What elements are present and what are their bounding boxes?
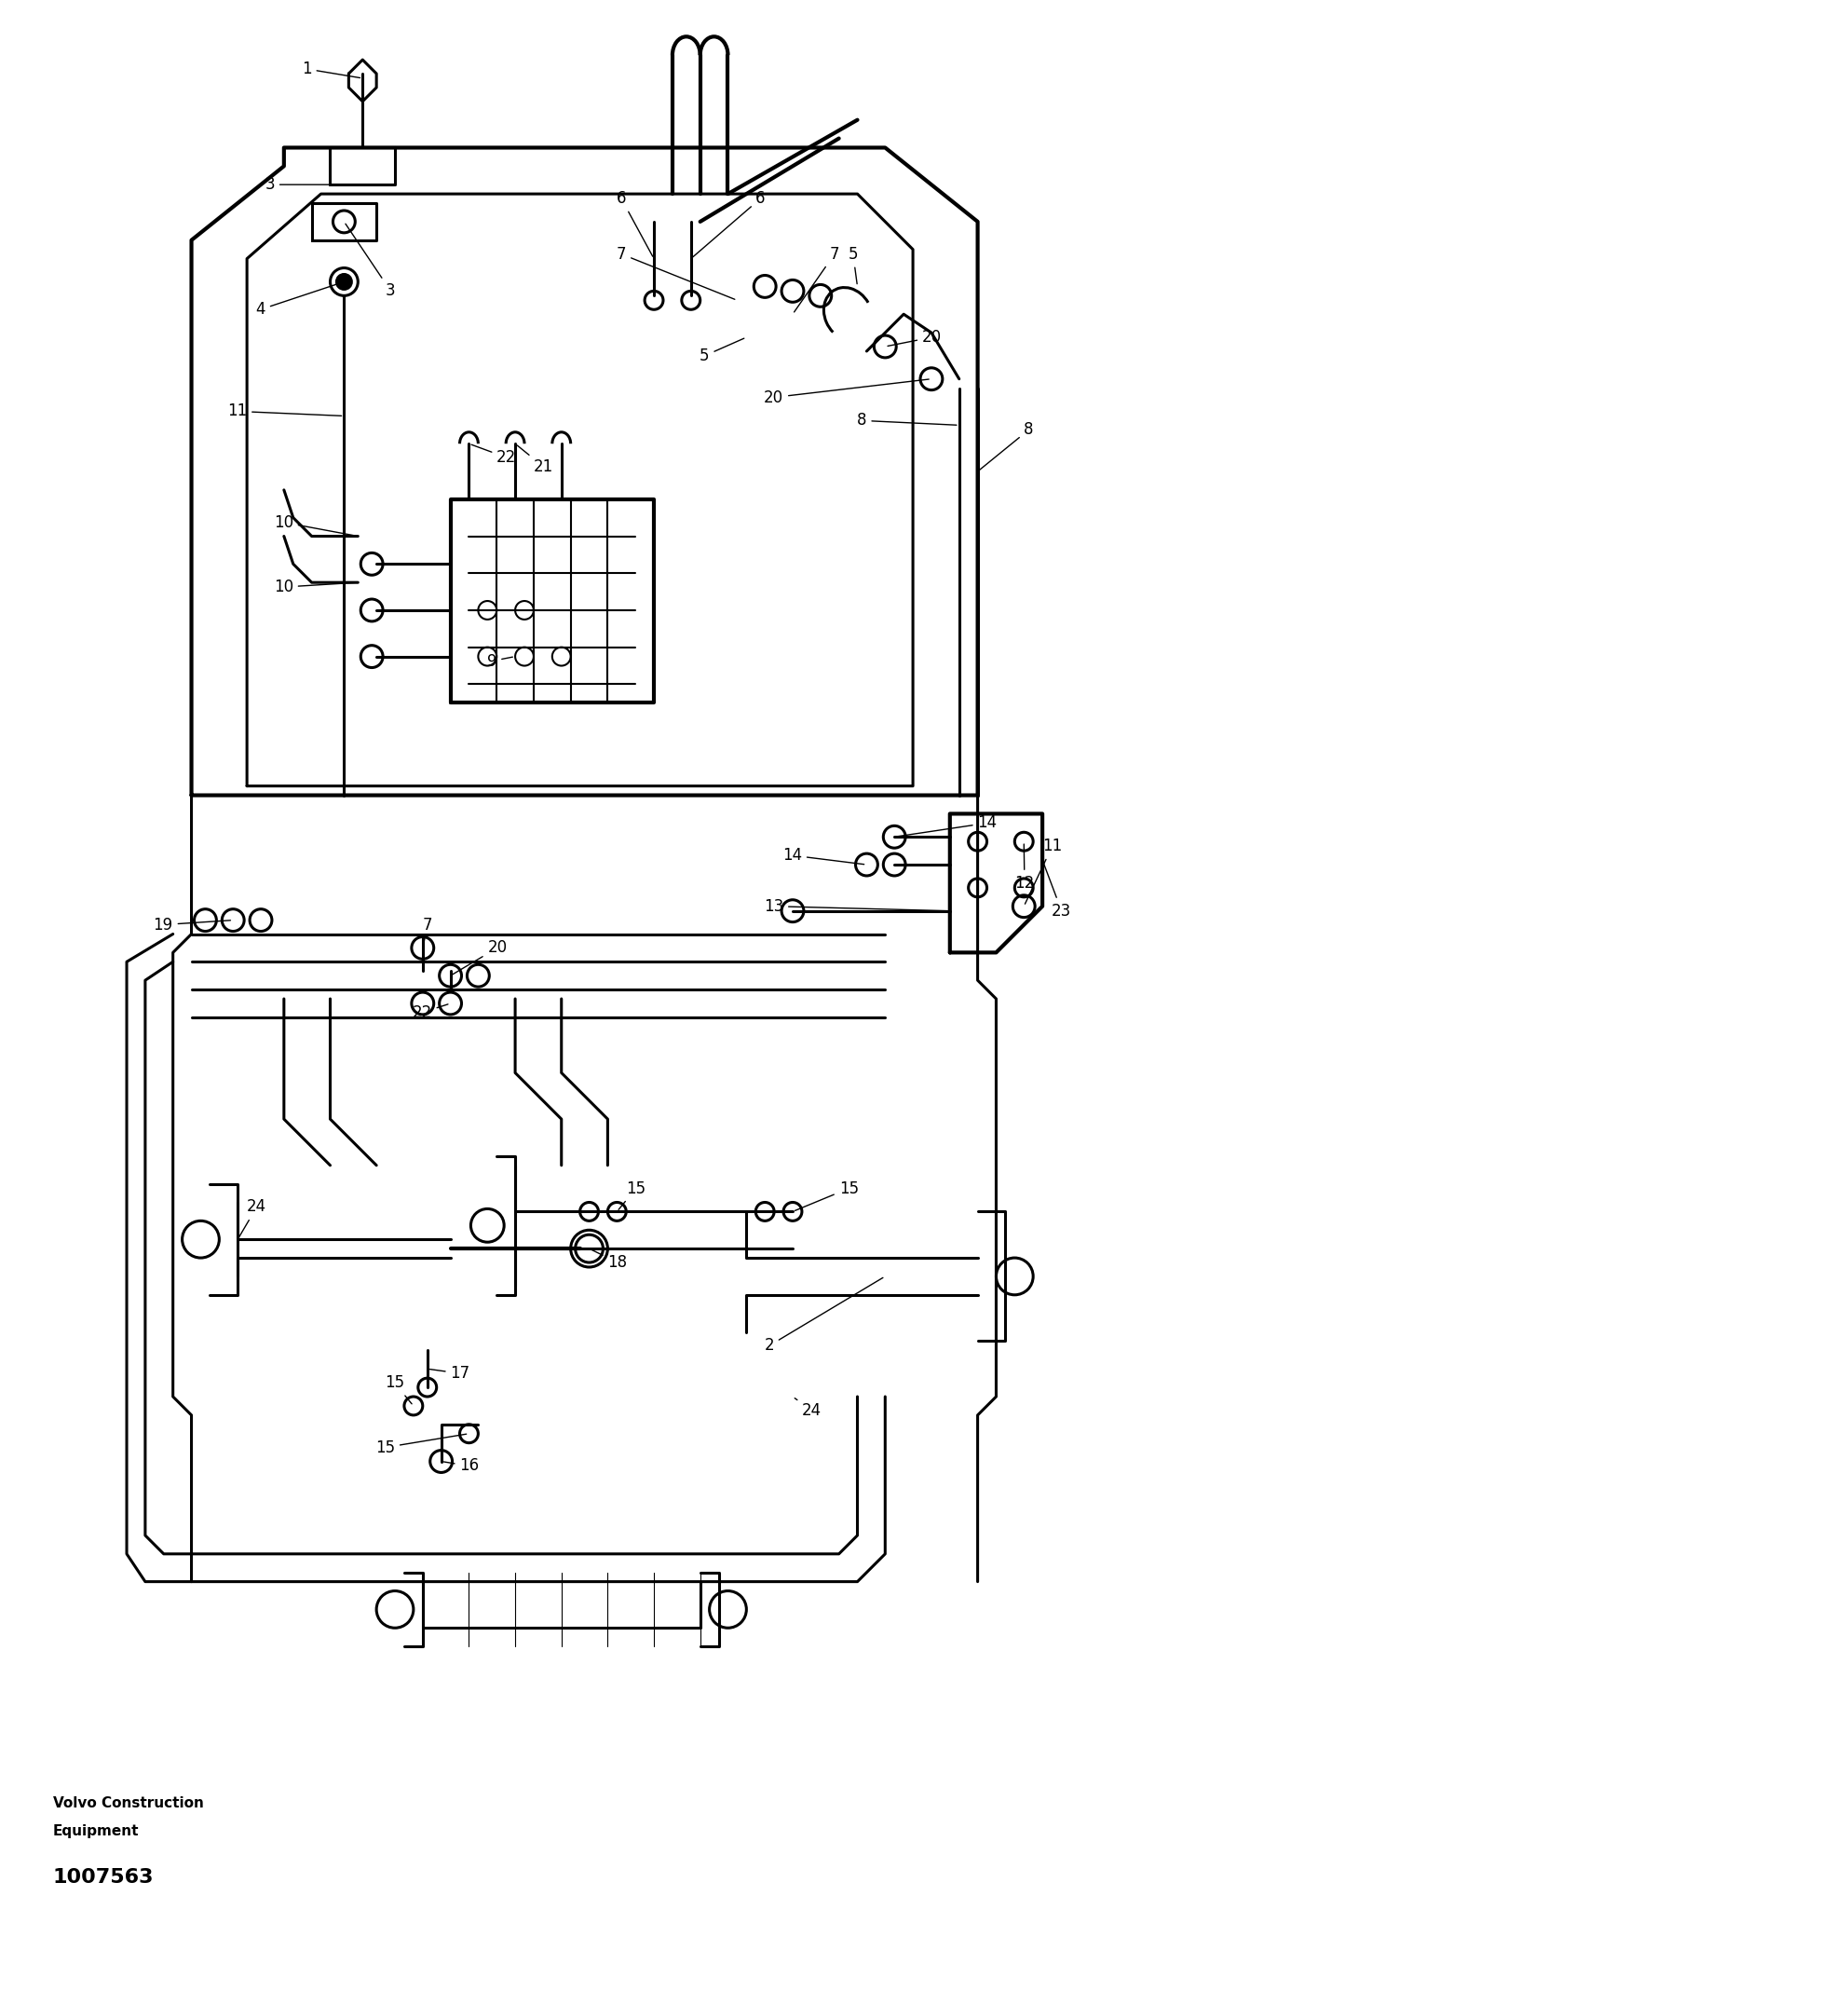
Text: 7: 7 [617,247,736,299]
Text: 7: 7 [423,916,432,946]
Text: 11: 11 [1026,838,1063,904]
Circle shape [336,275,351,289]
Text: 22: 22 [412,1005,447,1021]
Text: 22: 22 [471,445,516,465]
Text: 23: 23 [1044,862,1072,918]
Text: 15: 15 [619,1181,645,1209]
Text: 10: 10 [274,513,355,535]
Text: Volvo Construction: Volvo Construction [54,1796,203,1811]
Text: 6: 6 [693,190,765,257]
Text: 7: 7 [795,247,839,313]
Text: 5: 5 [700,339,745,365]
Text: 14: 14 [896,814,998,836]
Text: 20: 20 [763,379,930,405]
Text: 6: 6 [617,190,652,257]
Text: 3: 3 [346,225,395,299]
Text: 17: 17 [431,1365,469,1381]
Text: 16: 16 [444,1458,479,1474]
Text: 12: 12 [1015,844,1035,892]
Text: 24: 24 [238,1199,266,1237]
Text: 10: 10 [274,579,355,595]
Text: 9: 9 [486,654,512,670]
Text: 2: 2 [765,1277,883,1353]
Text: 21: 21 [517,445,553,475]
Text: 24: 24 [795,1397,822,1420]
Text: 11: 11 [227,403,342,419]
Text: 15: 15 [795,1181,859,1211]
Text: 15: 15 [384,1373,412,1404]
Text: 19: 19 [153,916,231,932]
Text: 1: 1 [301,60,360,78]
Text: 18: 18 [591,1249,626,1271]
Text: 8: 8 [857,413,957,429]
Text: 5: 5 [848,247,857,285]
Text: 20: 20 [887,329,942,347]
Text: 15: 15 [375,1434,466,1456]
Text: 3: 3 [264,176,342,192]
Text: 20: 20 [453,940,506,974]
Text: 13: 13 [763,898,948,914]
Text: 14: 14 [782,846,865,864]
Text: 1007563: 1007563 [54,1869,153,1887]
Text: 4: 4 [255,283,342,319]
Text: 8: 8 [979,421,1033,469]
Text: Equipment: Equipment [54,1825,139,1839]
